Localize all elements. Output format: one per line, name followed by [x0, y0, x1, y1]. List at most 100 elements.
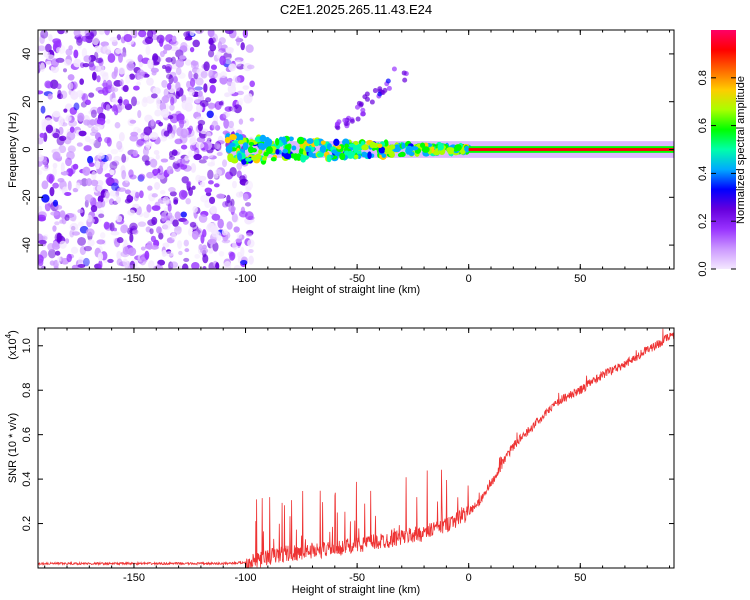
noise-blob [132, 149, 138, 157]
noise-blob [203, 83, 208, 93]
noise-blob [167, 115, 174, 120]
noise-blob [223, 118, 230, 129]
noise-blob [174, 138, 183, 145]
noise-blob [96, 239, 106, 245]
noise-blob [65, 157, 73, 167]
noise-blob [116, 196, 122, 204]
noise-blob [167, 124, 173, 134]
noise-blob [120, 250, 130, 258]
noise-blob [57, 89, 62, 98]
noise-blob [98, 259, 103, 269]
noise-blob [233, 226, 240, 233]
drift-blob [358, 101, 364, 107]
drift-blob [342, 117, 348, 123]
noise-blob [40, 105, 46, 114]
noise-blob [116, 250, 122, 260]
noise-blob [116, 258, 123, 266]
noise-blob [165, 220, 171, 226]
noise-blob [246, 93, 253, 103]
noise-blob [172, 75, 178, 84]
noise-blob [219, 75, 228, 85]
noise-blob [105, 177, 112, 185]
noise-blob [57, 30, 66, 35]
signal-blob [437, 143, 444, 151]
noise-blob [173, 225, 182, 235]
noise-blob [106, 153, 113, 162]
noise-blob [185, 180, 192, 187]
noise-blob [207, 30, 215, 38]
noise-blob [210, 64, 218, 70]
noise-blob [40, 30, 49, 39]
noise-blob [67, 180, 72, 191]
signal-blob [421, 146, 430, 153]
signal-blob [258, 142, 265, 149]
noise-blob [204, 187, 213, 193]
noise-blob [167, 203, 172, 212]
noise-blob [90, 204, 98, 213]
noise-blob [94, 51, 99, 60]
noise-blob [184, 155, 190, 161]
noise-blob [50, 64, 60, 74]
noise-blob [138, 173, 146, 180]
signal-blob [228, 142, 236, 147]
noise-blob [48, 174, 54, 184]
snr-multiplier-close: ) [7, 330, 19, 334]
noise-blob [104, 136, 111, 144]
noise-blob [222, 159, 228, 168]
noise-blob [249, 80, 255, 88]
noise-blob [110, 148, 119, 155]
noise-blob [199, 181, 206, 188]
noise-blob [146, 171, 154, 179]
spectrogram-ylabel: Frequency (Hz) [7, 112, 19, 188]
noise-blob [230, 81, 236, 89]
noise-blob [162, 196, 170, 205]
signal-blob [313, 139, 320, 147]
noise-blob [83, 145, 92, 152]
noise-blob [96, 75, 101, 83]
noise-blob [100, 71, 109, 77]
noise-blob [167, 133, 175, 140]
noise-blob [239, 175, 246, 183]
noise-blob [126, 62, 135, 71]
noise-blob [244, 202, 252, 207]
noise-blob [69, 126, 75, 133]
noise-blob [129, 233, 134, 243]
noise-blob [211, 120, 219, 130]
noise-blob [110, 230, 120, 236]
noise-blob [180, 211, 187, 218]
noise-blob [152, 53, 159, 62]
noise-blob [136, 128, 142, 133]
noise-blob [81, 47, 88, 58]
signal-blob [250, 156, 259, 161]
noise-blob [199, 100, 209, 107]
noise-blob [235, 191, 244, 198]
noise-blob [68, 168, 73, 177]
signal-blob [361, 144, 368, 151]
noise-blob [206, 110, 214, 119]
noise-blob [208, 40, 215, 45]
noise-blob [162, 242, 170, 248]
noise-blob [245, 180, 254, 190]
noise-blob [115, 215, 123, 223]
y-tick-label: 0.6 [21, 427, 33, 442]
noise-blob [44, 80, 52, 89]
noise-blob [242, 193, 249, 201]
noise-blob [248, 255, 254, 265]
noise-blob [45, 54, 55, 61]
colorbar-ticks: 0.0 0.2 0.4 0.6 0.8 [697, 70, 736, 277]
noise-blob [172, 219, 179, 227]
signal-blob [454, 144, 462, 152]
noise-blob [191, 185, 196, 190]
signal-blob [275, 148, 280, 155]
signal-blob [258, 149, 263, 155]
noise-blob [56, 46, 62, 53]
drift-blob [354, 104, 360, 110]
noise-blob [44, 202, 51, 212]
signal-blob [377, 143, 383, 149]
signal-blob [319, 145, 327, 154]
noise-blob [154, 182, 161, 190]
noise-blob [137, 109, 142, 119]
noise-blob [162, 49, 168, 55]
noise-blob [188, 89, 195, 97]
y-tick-label: 0 [21, 146, 33, 152]
